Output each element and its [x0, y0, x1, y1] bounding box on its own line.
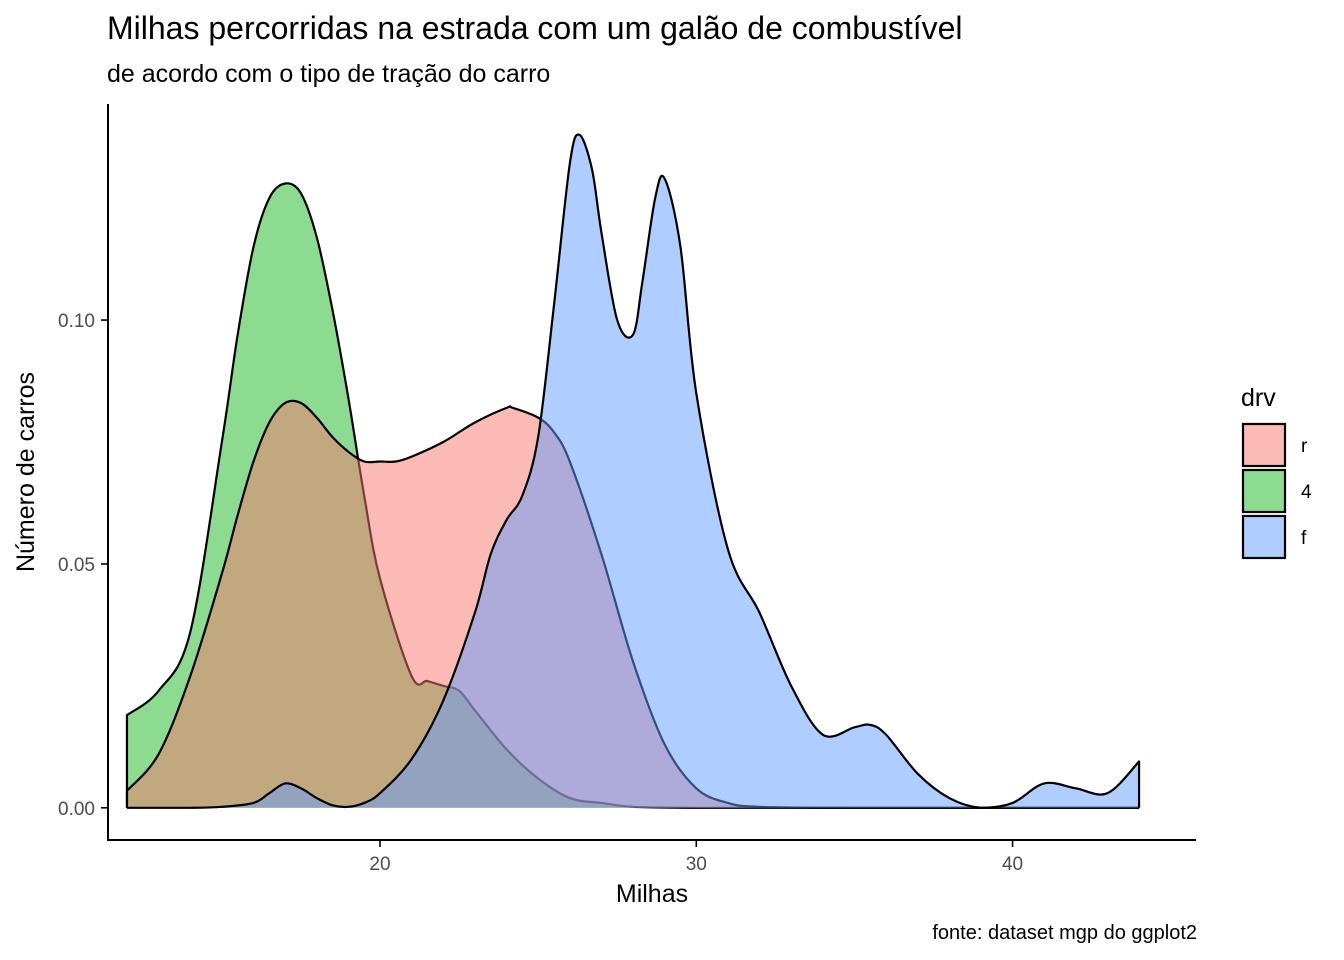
chart-subtitle: de acordo com o tipo de tração do carro: [107, 60, 551, 88]
chart-title: Milhas percorridas na estrada com um gal…: [107, 10, 963, 46]
y-axis-ticks: 0.00 0.05 0.10: [58, 311, 108, 820]
density-areas: [125, 133, 1141, 809]
x-tick-label: 20: [369, 854, 390, 875]
y-tick-label: 0.00: [58, 799, 95, 820]
legend-item-f: f: [1241, 514, 1307, 560]
legend-key-f: [1241, 514, 1287, 560]
legend-label-4: 4: [1301, 482, 1312, 503]
x-tick-label: 40: [1002, 854, 1023, 875]
legend-key-r: [1241, 422, 1287, 468]
chart-caption: fonte: dataset mgp do ggplot2: [932, 922, 1197, 944]
axes: [107, 104, 1196, 841]
density-line-f: [126, 133, 1141, 809]
x-axis-ticks: 20 30 40: [369, 840, 1023, 875]
legend-title: drv: [1241, 384, 1276, 412]
y-tick-label: 0.10: [58, 311, 95, 332]
legend-item-r: r: [1241, 422, 1308, 468]
legend-label-f: f: [1301, 528, 1307, 549]
density-area-f: [126, 134, 1140, 808]
y-tick-label: 0.05: [58, 555, 95, 576]
legend: drv r 4 f: [1241, 384, 1312, 560]
legend-key-4: [1241, 468, 1287, 514]
x-axis-title: Milhas: [616, 880, 688, 908]
legend-label-r: r: [1301, 436, 1308, 457]
legend-item-4: 4: [1241, 468, 1312, 514]
density-series-f: [126, 133, 1141, 809]
y-axis-title: Número de carros: [12, 372, 40, 572]
x-tick-label: 30: [686, 854, 707, 875]
density-area-r: [126, 400, 1140, 808]
